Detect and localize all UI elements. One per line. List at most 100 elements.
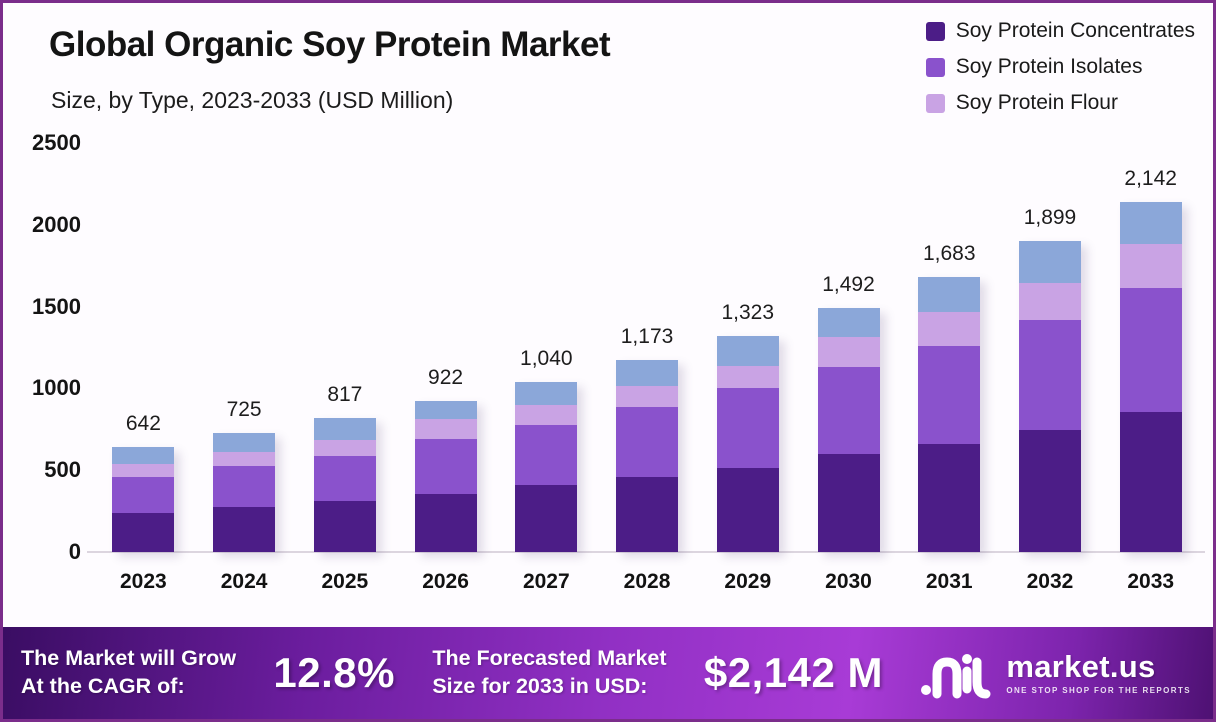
bar-segment [515,485,578,552]
x-axis-label: 2023 [120,570,167,593]
bar-total-label: 2,142 [1124,166,1177,190]
x-axis-label: 2029 [724,570,772,593]
y-axis-tick-label: 500 [44,457,81,483]
stacked-bar-2024 [213,433,276,552]
cagr-label-line1: The Market will Grow [21,646,237,671]
bar-segment [112,476,175,514]
bar-segment [414,401,477,420]
bar-slot: 817 [294,143,395,552]
bar-segment [1018,282,1081,320]
bar-total-label: 817 [327,383,363,407]
bar-segment [918,444,981,552]
legend-swatch-icon [925,93,945,113]
bar-slot: 922 [395,143,496,552]
bar-segment [213,451,276,466]
bar-segment [716,388,779,468]
bar-slot: 1,173 [597,143,698,552]
bar-segment [716,335,779,366]
bar-segment [616,360,679,387]
bar-segment [313,439,376,456]
legend-item-label: Soy Protein Concentrates [955,19,1195,42]
bar-segment [515,405,578,426]
cagr-label: The Market will Grow At the CAGR of: [21,645,236,701]
bar-segment [313,501,376,552]
bar-slot: 1,323 [697,143,798,552]
bar-segment [515,381,578,406]
y-axis-tick-label: 0 [68,539,81,564]
x-axis-baseline [87,551,1205,553]
bar-segment [1119,244,1182,288]
marketus-logo-text: market.us [1006,649,1156,684]
marketus-logo-icon [921,654,991,699]
forecast-label-line1: The Forecasted Market [432,646,667,671]
bar-total-label: 1,683 [922,241,976,265]
legend-item-label: Soy Protein Isolates [955,55,1143,78]
x-axis-label: 2033 [1127,570,1175,593]
x-axis-label: 2028 [623,570,671,593]
bar-segment [716,365,779,389]
bar-total-label: 1,492 [822,273,875,297]
x-axis-label: 2032 [1026,570,1074,593]
stacked-bar-2026 [414,401,477,552]
cagr-label-line2: At the CAGR of: [21,674,185,698]
bar-segment [313,418,376,440]
bar-segment [112,464,175,477]
bar-total-label: 725 [226,398,262,422]
bar-total-label: 1,899 [1023,206,1077,230]
x-axis-label: 2027 [522,570,570,593]
y-axis-tick-label: 2000 [32,211,81,237]
bar-slot: 1,040 [496,143,597,552]
legend-swatch-icon [925,21,945,41]
x-axis-label: 2026 [422,570,469,593]
bar-segment [1119,201,1182,245]
bar-segment [1018,319,1081,430]
x-axis-label: 2025 [321,570,369,593]
y-axis-tick-label: 1500 [32,293,81,319]
bar-segment [918,345,981,444]
forecast-label-line2: Size for 2033 in USD: [432,674,648,698]
stacked-bar-2031 [918,276,981,552]
bar-total-label: 1,173 [620,325,674,349]
bar-segment [515,425,578,486]
x-axis-label: 2024 [220,570,268,593]
bar-segment [414,438,477,494]
legend: Soy Protein Concentrates Soy Protein Isol… [925,19,1195,115]
bar-slot: 642 [93,143,194,552]
bar-total-label: 1,323 [721,300,775,324]
bar-slot: 2,142 [1100,143,1201,552]
x-axis-labels: 2023 2024 2025 2026 2027 2028 2029 2030 2031 2032… [93,570,1201,594]
bar-segment [213,465,276,508]
bar-segment [1119,412,1182,552]
stacked-bar-2030 [817,308,880,552]
y-axis-tick-label: 2500 [32,130,81,155]
legend-item: Soy Protein Concentrates [925,19,1195,43]
bar-segment [1018,429,1081,552]
bar-segment [817,454,880,552]
forecast-label: The Forecasted Market Size for 2033 in U… [432,645,666,701]
bar-segment [918,311,981,346]
stacked-bar-2025 [313,418,376,552]
bar-segment [616,406,679,478]
legend-item: Soy Protein Flour [925,91,1195,115]
bar-segment [817,367,880,454]
bar-segment [616,386,679,407]
bar-slot: 1,492 [798,143,899,552]
chart-subtitle: Size, by Type, 2023-2033 (USD Million) [51,87,454,113]
bar-total-label: 1,040 [520,346,573,370]
chart-title: Global Organic Soy Protein Market [49,25,611,64]
stacked-bar-2023 [112,446,175,552]
bar-segment [213,433,276,452]
stacked-bar-2033 [1119,201,1182,552]
bar-slot: 1,683 [899,143,1000,552]
plot-area: 642 725 817 922 1,040 1,173 1,323 1,492 1,683 1,8… [93,143,1201,552]
marketus-logo-tagline: ONE STOP SHOP FOR THE REPORTS [1006,686,1191,695]
x-axis-label: 2031 [925,570,973,593]
bar-segment [313,455,376,502]
bottom-banner: The Market will Grow At the CAGR of: 12.… [3,627,1213,719]
y-axis-tick-label: 1000 [32,375,81,401]
bar-segment [817,336,880,367]
bar-segment [616,477,679,552]
bar-slot: 725 [194,143,295,552]
stacked-bar-2028 [616,360,679,552]
